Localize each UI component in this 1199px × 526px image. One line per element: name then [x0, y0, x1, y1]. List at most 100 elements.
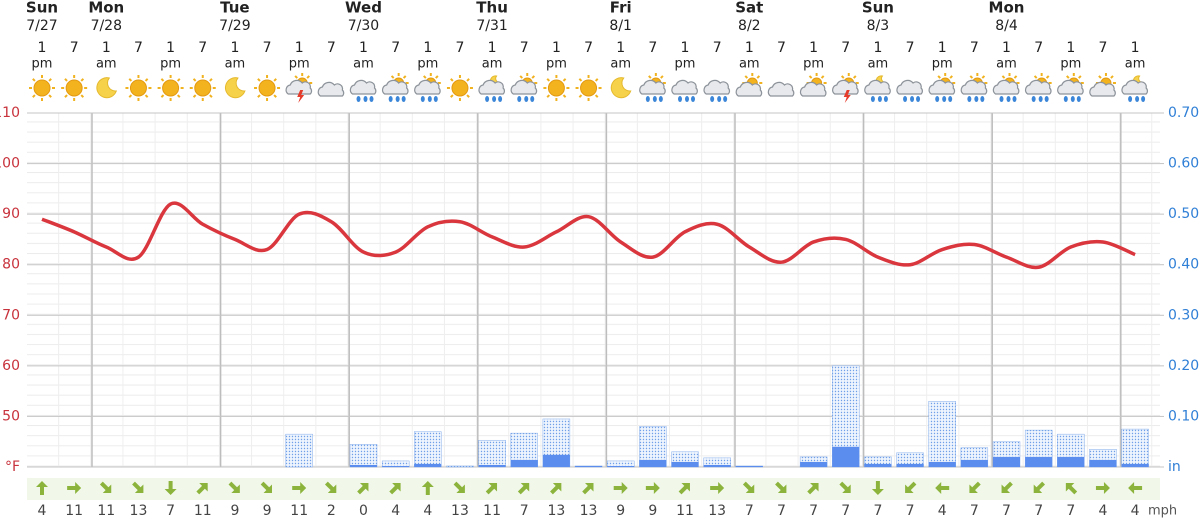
y2-tick-label: 0.70 — [1168, 105, 1199, 121]
rain-drop — [530, 96, 535, 102]
hour-label: 7 — [1034, 40, 1043, 56]
wind-speed: 7 — [873, 503, 882, 519]
y2-tick-label: 0.20 — [1168, 358, 1199, 374]
wind-speed: 4 — [423, 503, 432, 519]
wind-speed: 9 — [230, 503, 239, 519]
precip-bar — [414, 463, 442, 467]
hour-label: 1 — [873, 40, 882, 56]
sun-ray — [80, 78, 85, 82]
weather-icon — [125, 75, 152, 101]
rain-drop — [1006, 96, 1011, 102]
precip-bar — [1121, 463, 1149, 467]
rain-drop — [948, 96, 953, 102]
sun-ray — [531, 75, 536, 79]
day-name: Wed — [345, 0, 382, 17]
cloud — [1121, 79, 1148, 95]
lightning — [843, 90, 851, 103]
wind-arrow — [389, 483, 401, 495]
rain-drop — [498, 96, 503, 102]
sun-ray — [273, 94, 277, 98]
hour-label: 1 — [809, 40, 818, 56]
precip-bar — [414, 431, 442, 468]
rain-drop — [652, 96, 657, 102]
hour-label: 7 — [584, 40, 593, 56]
day-name: Fri — [610, 0, 632, 17]
wind-arrow — [357, 483, 369, 495]
wind-arrow — [710, 482, 725, 494]
sun-ray — [48, 94, 52, 98]
day-date: 7/27 — [26, 18, 57, 34]
sun-ray — [578, 78, 583, 82]
wind-arrow — [228, 481, 240, 493]
day-name: Tue — [220, 0, 249, 17]
cloud — [381, 79, 409, 95]
precip-bar — [478, 439, 506, 468]
rain-drop — [485, 96, 490, 102]
weather-icon — [381, 73, 409, 102]
rain-drop — [427, 96, 432, 102]
wind-arrow — [164, 481, 177, 495]
day-name: Thu — [476, 0, 508, 17]
hour-label: 7 — [134, 40, 143, 56]
wind-arrow — [871, 481, 884, 495]
sun-ray — [1078, 75, 1082, 79]
wind-speed: 11 — [290, 503, 308, 519]
cloud — [928, 79, 956, 95]
y-tick-label: 100 — [0, 156, 20, 172]
wind-arrow — [67, 482, 82, 494]
sun-ray — [840, 75, 845, 79]
y-tick-label: 50 — [2, 408, 20, 424]
hour-label: 7 — [455, 40, 464, 56]
rain-drop — [723, 96, 728, 102]
y2-tick-label: 0.10 — [1168, 408, 1199, 424]
sun-ray — [466, 94, 470, 98]
rain-drop — [916, 96, 921, 102]
sun-ray — [273, 78, 277, 82]
hour-label: 1 — [745, 40, 754, 56]
wind-arrow — [645, 482, 660, 494]
moon — [224, 77, 246, 99]
hour-label: 1 — [359, 40, 368, 56]
rain-drop — [517, 96, 522, 102]
wind-speed: 9 — [648, 503, 657, 519]
hour-label: 7 — [198, 40, 207, 56]
wind-arrow — [132, 481, 144, 493]
period-label: am — [996, 57, 1017, 72]
rain-drop — [524, 96, 529, 102]
weather-icon — [928, 73, 956, 102]
day-date: 7/31 — [476, 18, 507, 34]
cloud — [703, 79, 731, 95]
wind-speed: 7 — [745, 503, 754, 519]
precip-bar — [607, 465, 635, 467]
hour-label: 7 — [391, 40, 400, 56]
hour-label: 1 — [166, 40, 175, 56]
rain-drop — [1012, 96, 1017, 102]
hour-label: 1 — [488, 40, 497, 56]
day-date: 8/1 — [609, 18, 632, 34]
wind-speed: 13 — [130, 503, 148, 519]
period-label: pm — [932, 57, 953, 72]
sun-ray — [128, 94, 133, 98]
hour-label: 1 — [552, 40, 561, 56]
rain-drop — [717, 96, 722, 102]
wind-speed: 4 — [1131, 503, 1140, 519]
precip-bar — [671, 461, 699, 467]
sun-ray — [176, 78, 181, 82]
sun-ray — [209, 94, 213, 98]
sun-disc — [65, 79, 83, 97]
precip-bar — [800, 461, 828, 467]
day-date: 8/3 — [867, 18, 890, 34]
sun-ray — [257, 94, 261, 98]
sun-ray — [466, 78, 470, 82]
weather-icon — [510, 73, 538, 102]
wind-arrow — [550, 483, 562, 495]
precip-bar — [1089, 459, 1117, 467]
precip-bar — [1057, 456, 1085, 467]
precip-bar — [703, 464, 731, 467]
sun-ray — [1098, 75, 1102, 79]
sun-ray — [64, 94, 68, 98]
sun-ray — [390, 75, 395, 79]
hour-label: 1 — [295, 40, 304, 56]
sun-disc — [580, 79, 598, 97]
sun-ray — [969, 75, 974, 79]
